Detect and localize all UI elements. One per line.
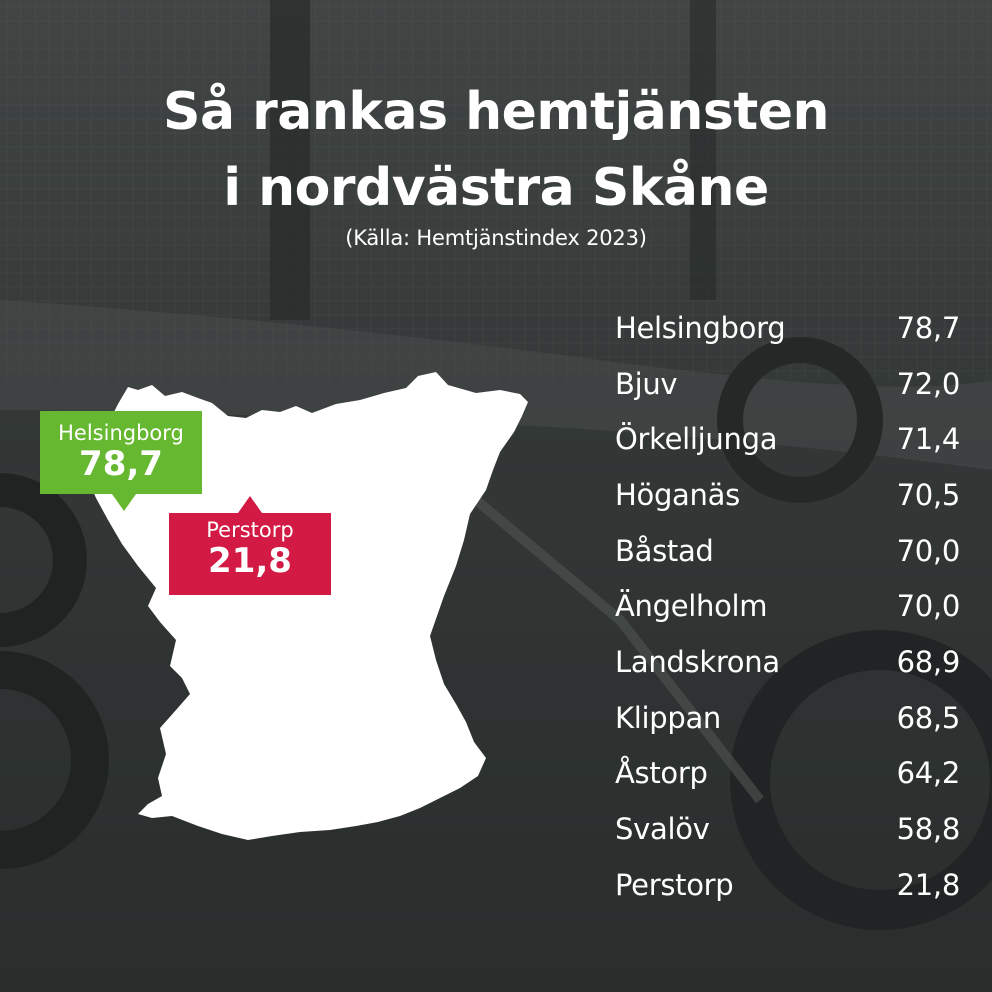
- municipality-score: 78,7: [896, 310, 961, 345]
- municipality-name: Båstad: [615, 533, 714, 568]
- ranking-row: Landskrona 68,9: [615, 634, 960, 690]
- lowest-callout-value: 21,8: [208, 541, 292, 581]
- ranking-row: Bjuv 72,0: [615, 356, 960, 412]
- municipality-name: Åstorp: [615, 756, 708, 791]
- municipality-score: 68,5: [896, 700, 961, 735]
- ranking-row: Svalöv 58,8: [615, 801, 960, 857]
- municipality-score: 72,0: [896, 366, 961, 401]
- page-title: Så rankas hemtjänsten i nordvästra Skåne: [0, 74, 992, 226]
- ranking-row: Klippan 68,5: [615, 690, 960, 746]
- highest-score-callout: Helsingborg 78,7: [40, 411, 202, 511]
- title-line-2: i nordvästra Skåne: [223, 158, 769, 218]
- municipality-name: Svalöv: [615, 812, 710, 847]
- ranking-row: Båstad 70,0: [615, 523, 960, 579]
- municipality-score: 70,0: [896, 533, 961, 568]
- municipality-score: 71,4: [896, 422, 961, 457]
- municipality-name: Perstorp: [615, 867, 734, 902]
- ranking-row: Helsingborg 78,7: [615, 300, 960, 356]
- highest-callout-value: 78,7: [79, 444, 163, 484]
- municipality-score: 58,8: [896, 812, 961, 847]
- ranking-row: Perstorp 21,8: [615, 857, 960, 913]
- ranking-list: Helsingborg 78,7 Bjuv 72,0 Örkelljunga 7…: [615, 300, 960, 913]
- title-line-1: Så rankas hemtjänsten: [163, 82, 829, 142]
- lowest-score-callout: Perstorp 21,8: [169, 496, 331, 595]
- municipality-name: Landskrona: [615, 644, 780, 679]
- lowest-callout-name: Perstorp: [206, 518, 294, 542]
- municipality-score: 70,5: [896, 477, 961, 512]
- highest-callout-name: Helsingborg: [58, 421, 184, 445]
- municipality-name: Bjuv: [615, 366, 678, 401]
- municipality-name: Klippan: [615, 700, 721, 735]
- ranking-row: Höganäs 70,5: [615, 467, 960, 523]
- municipality-name: Ängelholm: [615, 589, 768, 624]
- municipality-score: 70,0: [896, 589, 961, 624]
- source-note: (Källa: Hemtjänstindex 2023): [345, 226, 647, 250]
- municipality-score: 68,9: [896, 644, 961, 679]
- municipality-name: Helsingborg: [615, 310, 786, 345]
- municipality-name: Örkelljunga: [615, 422, 778, 457]
- ranking-row: Åstorp 64,2: [615, 746, 960, 802]
- municipality-name: Höganäs: [615, 477, 740, 512]
- municipality-score: 21,8: [896, 867, 961, 902]
- ranking-row: Ängelholm 70,0: [615, 578, 960, 634]
- ranking-row: Örkelljunga 71,4: [615, 411, 960, 467]
- municipality-score: 64,2: [896, 756, 961, 791]
